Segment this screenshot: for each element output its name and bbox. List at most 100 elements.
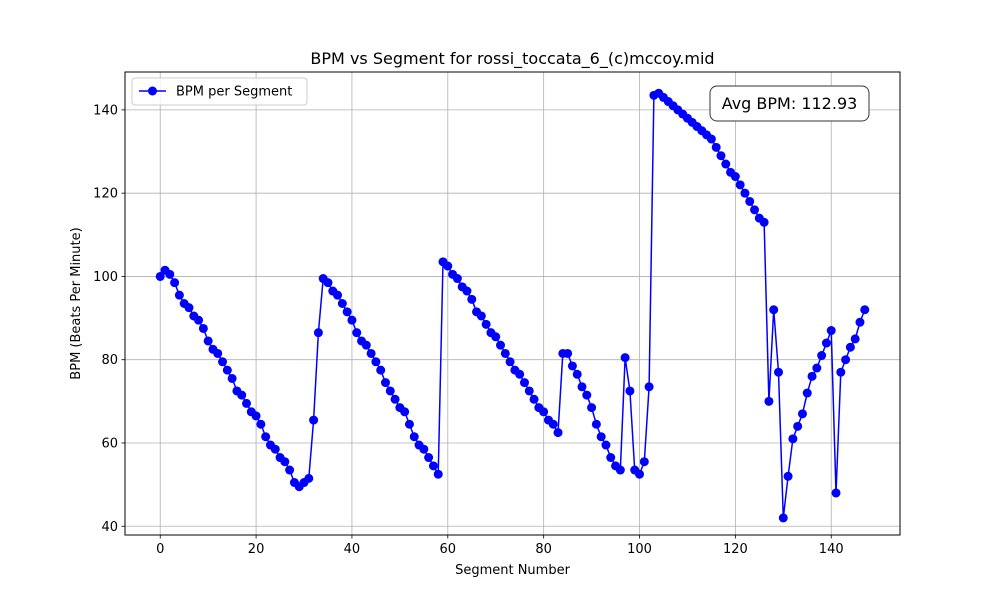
data-point [845, 342, 855, 352]
data-point [462, 286, 472, 296]
data-point [385, 386, 395, 396]
x-tick-label: 20 [248, 542, 265, 557]
data-point [783, 471, 793, 481]
data-point [711, 142, 721, 152]
data-point [380, 378, 390, 388]
data-point [826, 326, 836, 336]
data-point [467, 294, 477, 304]
data-point [505, 357, 515, 367]
x-tick-label: 120 [723, 542, 748, 557]
data-point [256, 419, 266, 429]
data-point [419, 444, 429, 454]
data-point [347, 315, 357, 325]
data-point [745, 196, 755, 206]
data-point [280, 457, 290, 467]
y-tick-label: 60 [101, 436, 118, 451]
data-point [270, 444, 280, 454]
data-point [519, 378, 529, 388]
data-point [481, 319, 491, 329]
data-point [788, 434, 798, 444]
y-tick-label: 140 [93, 103, 118, 118]
data-point [285, 465, 295, 475]
data-point [567, 361, 577, 371]
data-point [716, 151, 726, 161]
data-point [194, 315, 204, 325]
data-point [333, 290, 343, 300]
data-point [251, 411, 261, 421]
data-point [635, 469, 645, 479]
data-point [500, 348, 510, 358]
data-point [620, 353, 630, 363]
data-point [606, 453, 616, 463]
data-point [539, 407, 549, 417]
legend-label: BPM per Segment [176, 85, 292, 100]
y-axis-label: BPM (Beats Per Minute) [69, 227, 84, 379]
y-tick-label: 40 [101, 520, 118, 535]
data-point [563, 348, 573, 358]
data-point [170, 278, 180, 288]
data-point [491, 332, 501, 342]
data-point [313, 328, 323, 338]
data-point [587, 403, 597, 413]
data-point [582, 390, 592, 400]
data-point [836, 367, 846, 377]
data-point [443, 261, 453, 271]
data-point [428, 461, 438, 471]
data-point [769, 305, 779, 315]
data-point [615, 465, 625, 475]
data-point [237, 390, 247, 400]
data-point [323, 278, 333, 288]
data-point [774, 367, 783, 377]
y-axis-ticks: 40 60 80 100 120 140 [93, 103, 125, 535]
data-point [400, 407, 410, 417]
x-tick-label: 100 [627, 542, 652, 557]
data-point [337, 299, 347, 308]
data-point [242, 398, 251, 408]
data-point [227, 373, 237, 383]
data-point [625, 386, 635, 396]
data-point [644, 382, 654, 392]
data-point [174, 290, 184, 300]
legend-box [131, 77, 308, 106]
data-point [596, 432, 606, 442]
data-point [831, 488, 841, 498]
data-point [390, 394, 400, 404]
data-point [821, 338, 831, 348]
data-point [639, 457, 649, 467]
data-point [759, 217, 769, 227]
data-point [855, 317, 865, 327]
data-point [433, 469, 443, 479]
data-point [213, 348, 223, 358]
chart-title: BPM vs Segment for rossi_toccata_6_(c)mc… [310, 49, 714, 69]
data-point [361, 340, 371, 350]
x-axis-ticks: 0 20 40 60 80 100 120 140 [156, 535, 844, 557]
data-point [553, 428, 563, 438]
data-point [476, 311, 486, 321]
data-point [165, 269, 175, 279]
data-point [548, 419, 558, 429]
data-point [812, 363, 822, 373]
data-point [730, 172, 740, 182]
data-point [218, 357, 228, 367]
x-axis-label: Segment Number [455, 563, 571, 578]
data-point [706, 134, 716, 144]
data-point [577, 382, 587, 392]
data-point [222, 365, 232, 375]
y-tick-label: 120 [93, 187, 118, 202]
data-point [797, 409, 807, 419]
data-point [740, 188, 750, 198]
data-point [496, 340, 506, 350]
data-point [817, 351, 827, 361]
data-point [184, 303, 194, 313]
data-point [601, 440, 611, 450]
data-point [591, 419, 601, 429]
data-point [529, 394, 539, 404]
y-tick-label: 80 [101, 353, 118, 368]
data-point [304, 473, 314, 483]
x-tick-label: 0 [156, 542, 164, 557]
data-point [750, 205, 760, 215]
data-point [764, 396, 774, 406]
data-point [793, 421, 803, 431]
